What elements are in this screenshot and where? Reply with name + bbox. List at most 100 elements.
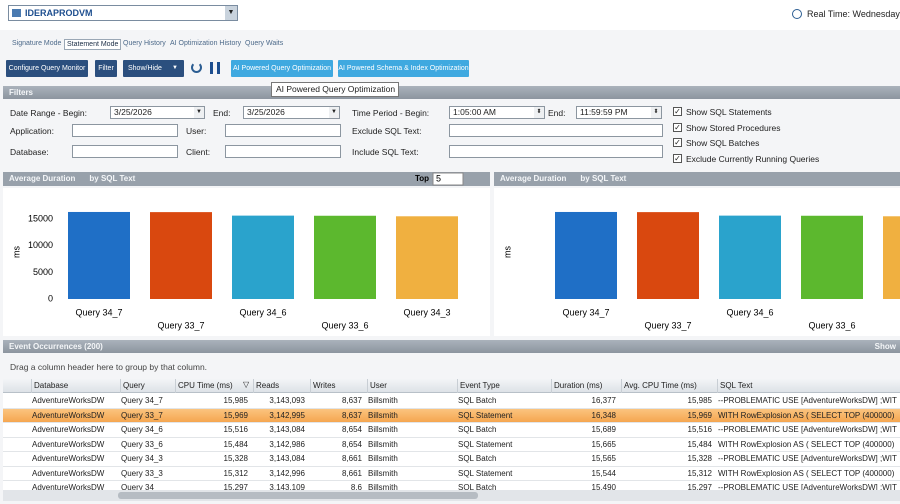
toolbar-button[interactable]: Filter <box>95 60 117 77</box>
column-header[interactable]: Avg. CPU Time (ms) <box>621 379 716 393</box>
show-link[interactable]: Show <box>874 342 896 351</box>
realtime-radio[interactable] <box>792 9 802 19</box>
tab[interactable]: Query Waits <box>245 40 284 47</box>
grid-cell: 15,969 <box>687 410 712 420</box>
x-tick-label: Query 34_3 <box>403 307 450 317</box>
tab[interactable]: Query History <box>123 40 166 47</box>
column-header[interactable]: CPU Time (ms) <box>175 379 252 393</box>
field-input[interactable] <box>225 145 341 158</box>
dropdown-arrow: ▼ <box>225 6 237 20</box>
field-label: Date Range - Begin: <box>10 108 88 118</box>
grid-cell: 15,312 <box>687 468 712 478</box>
grid-cell: WITH RowExplosion AS ( SELECT TOP (40000… <box>718 410 895 420</box>
grid-cell: Query 33_6 <box>121 439 163 449</box>
column-header[interactable]: Event Type <box>457 379 550 393</box>
grid-row[interactable] <box>3 481 900 490</box>
grid-row[interactable] <box>3 394 900 409</box>
tab[interactable]: AI Optimization History <box>170 40 242 47</box>
field-input[interactable] <box>449 124 663 137</box>
scrollbar[interactable] <box>3 490 900 501</box>
ai-button[interactable]: AI Powered Query Optimization <box>231 60 333 77</box>
event-grid: Database Query CPU Time (ms) Reads Writes Use… <box>3 379 900 490</box>
y-tick-label: 10000 <box>28 240 53 250</box>
grid-row[interactable] <box>3 452 900 467</box>
grid-cell: AdventureWorksDW <box>32 410 105 420</box>
grid-row[interactable] <box>3 408 900 423</box>
grid-cell: 15,969 <box>223 410 248 420</box>
ai-button[interactable]: AI Powered Schema & Index Optimization <box>338 60 469 77</box>
grid-cell: Billsmith <box>368 410 398 420</box>
column-header[interactable]: Database <box>31 379 120 393</box>
server-icon <box>12 9 21 17</box>
bar <box>232 215 294 299</box>
grid-cell: 15,565 <box>591 454 616 463</box>
events-title: Event Occurrences (200) <box>9 342 103 351</box>
grid-cell: AdventureWorksDW <box>32 454 105 463</box>
field-arrow: ⬍ <box>651 107 661 118</box>
grid-cell: 15,516 <box>223 425 248 434</box>
top-spinner[interactable] <box>432 172 464 186</box>
grid-cell: Billsmith <box>368 483 398 490</box>
grid-cell: 8,637 <box>341 410 362 420</box>
grid-cell: 16,377 <box>591 396 616 405</box>
column-header[interactable]: Reads <box>253 379 309 393</box>
checkbox-label: Show SQL Batches <box>686 138 760 149</box>
column-header[interactable]: SQL Text <box>717 379 900 393</box>
column-header[interactable]: Duration (ms) <box>551 379 620 393</box>
field-value: 3/25/2026 <box>114 107 152 117</box>
field-input[interactable]: 3/25/2026 ▼ <box>110 106 205 119</box>
scroll-thumb[interactable] <box>118 492 478 499</box>
grid-cell: Billsmith <box>368 454 398 463</box>
top-label: Top <box>415 174 429 183</box>
column-header[interactable]: Query <box>120 379 174 393</box>
checkbox[interactable]: ✓ <box>673 154 682 164</box>
toolbar-button[interactable]: Show/Hide <box>123 60 184 77</box>
refresh-icon[interactable] <box>191 62 202 73</box>
realtime-label: Real Time: Wednesday, M <box>807 9 900 19</box>
grid-cell: Billsmith <box>368 468 398 478</box>
grid-row[interactable] <box>3 437 900 452</box>
field-arrow: ⬍ <box>534 107 544 118</box>
grid-cell: 15,328 <box>223 454 248 463</box>
pause-icon[interactable] <box>210 62 220 74</box>
checkbox[interactable]: ✓ <box>673 122 682 132</box>
bar <box>396 216 458 299</box>
grid-cell: 15,544 <box>591 468 616 478</box>
server-dropdown[interactable]: IDERAPRODVM ▼ <box>8 5 238 21</box>
grid-cell: Billsmith <box>368 425 398 434</box>
tab[interactable]: Signature Mode <box>12 40 62 47</box>
field-input[interactable]: 3/25/2026 ▼ <box>243 106 340 119</box>
checkbox[interactable]: ✓ <box>673 107 682 116</box>
checkbox-label: Show Stored Procedures <box>686 122 781 133</box>
field-label: Client: <box>186 147 211 157</box>
tab[interactable]: Statement Mode <box>64 39 122 50</box>
field-input[interactable] <box>225 124 341 137</box>
toolbar-button[interactable]: Configure Query Monitor <box>6 60 88 77</box>
grid-cell: 3,143,093 <box>269 396 305 405</box>
chart-header <box>494 172 900 186</box>
grid-row[interactable] <box>3 423 900 438</box>
field-input[interactable]: 11:59:59 PM ⬍ <box>576 106 662 119</box>
bar <box>314 215 376 299</box>
field-input[interactable] <box>449 145 663 158</box>
grid-cell: --PROBLEMATIC USE [AdventureWorksDW] ;WI… <box>718 483 897 490</box>
grid-cell: Query 33_3 <box>121 468 163 478</box>
bar <box>555 211 617 299</box>
field-label: End: <box>213 108 231 118</box>
x-tick-label: Query 33_6 <box>808 320 855 330</box>
grid-row[interactable] <box>3 466 900 481</box>
field-input[interactable] <box>72 124 178 137</box>
checkbox[interactable]: ✓ <box>673 138 682 148</box>
grid-cell: Query 34_7 <box>121 396 163 405</box>
field-input[interactable]: 1:05:00 AM ⬍ <box>449 106 545 119</box>
bar <box>883 216 900 299</box>
grid-cell: 8,637 <box>341 396 362 405</box>
field-label: Application: <box>10 126 54 136</box>
grid-cell: SQL Statement <box>458 410 513 420</box>
column-header[interactable]: Writes <box>310 379 366 393</box>
grid-cell: 15,985 <box>223 396 248 405</box>
field-input[interactable] <box>72 145 178 158</box>
grid-cell: Query 34_ <box>121 483 159 490</box>
column-header[interactable]: User <box>367 379 456 393</box>
y-axis-label: ms <box>11 246 21 258</box>
